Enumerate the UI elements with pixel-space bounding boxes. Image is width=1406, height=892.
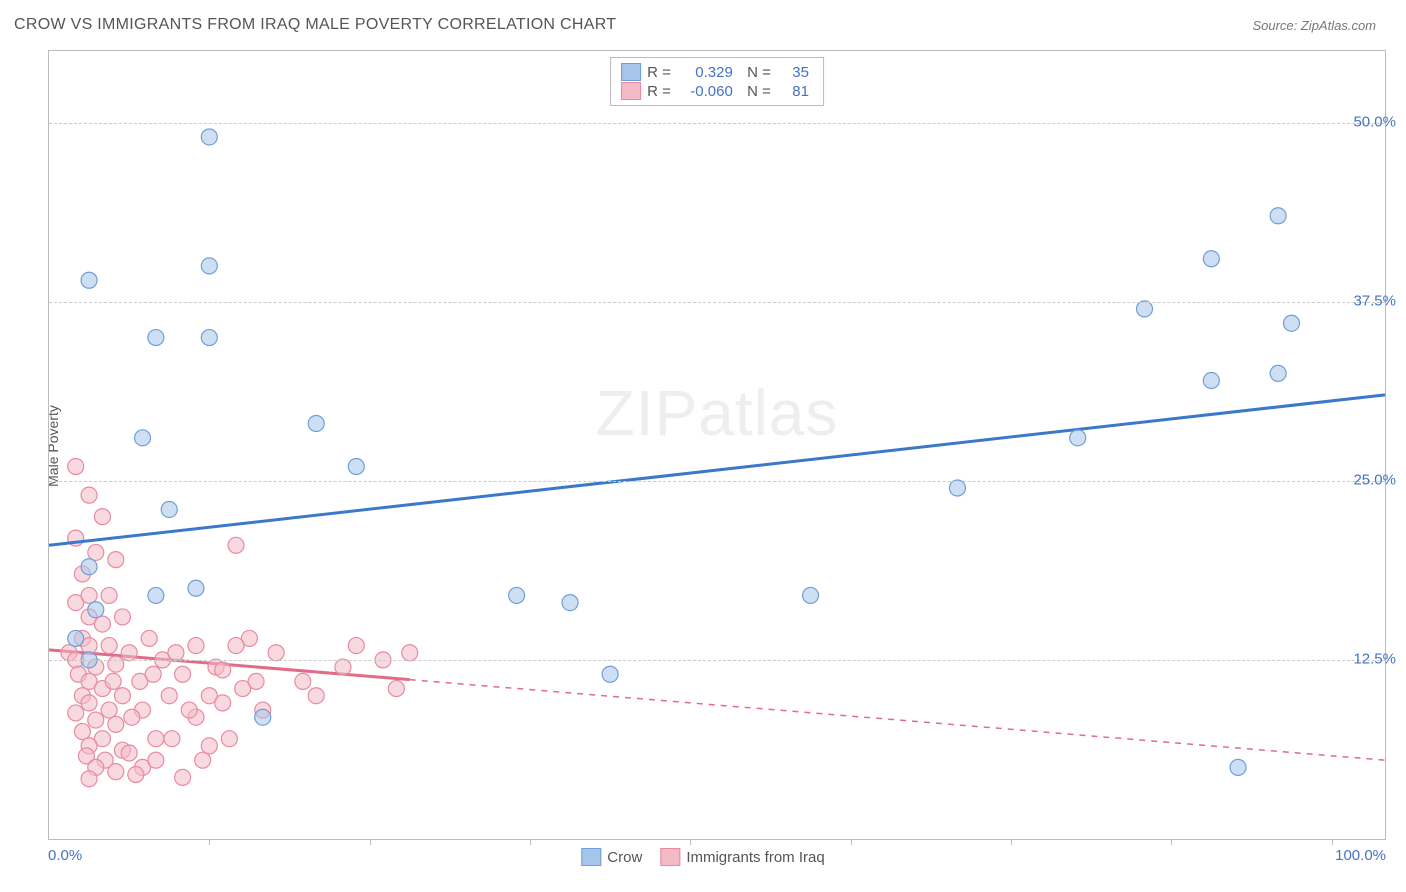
n-value-iraq: 81 <box>781 83 809 100</box>
y-tick-label: 37.5% <box>1353 292 1396 309</box>
y-tick-label: 25.0% <box>1353 471 1396 488</box>
swatch-crow <box>621 63 641 81</box>
swatch-iraq <box>621 82 641 100</box>
y-tick-label: 12.5% <box>1353 650 1396 667</box>
series-legend: Crow Immigrants from Iraq <box>581 848 824 866</box>
x-tick-100: 100.0% <box>1335 847 1386 864</box>
chart-title: CROW VS IMMIGRANTS FROM IRAQ MALE POVERT… <box>14 16 616 34</box>
legend-label-iraq: Immigrants from Iraq <box>686 849 824 866</box>
legend-row-crow: R = 0.329 N = 35 <box>621 63 809 81</box>
r-label: R = <box>647 64 671 81</box>
x-tick-0: 0.0% <box>48 847 82 864</box>
y-tick-label: 50.0% <box>1353 113 1396 130</box>
n-label: N = <box>739 83 771 100</box>
legend-row-iraq: R = -0.060 N = 81 <box>621 82 809 100</box>
r-value-iraq: -0.060 <box>681 83 733 100</box>
scatter-plot <box>49 51 1385 839</box>
legend-label-crow: Crow <box>607 849 642 866</box>
legend-item-crow: Crow <box>581 848 642 866</box>
n-value-crow: 35 <box>781 64 809 81</box>
r-label: R = <box>647 83 671 100</box>
n-label: N = <box>739 64 771 81</box>
header-bar: CROW VS IMMIGRANTS FROM IRAQ MALE POVERT… <box>0 0 1406 38</box>
source-label: Source: ZipAtlas.com <box>1252 18 1376 33</box>
chart-area: ZIPatlas R = 0.329 N = 35 R = -0.060 N =… <box>48 50 1386 840</box>
swatch-iraq <box>660 848 680 866</box>
swatch-crow <box>581 848 601 866</box>
r-value-crow: 0.329 <box>681 64 733 81</box>
legend-item-iraq: Immigrants from Iraq <box>660 848 824 866</box>
correlation-legend: R = 0.329 N = 35 R = -0.060 N = 81 <box>610 57 824 106</box>
